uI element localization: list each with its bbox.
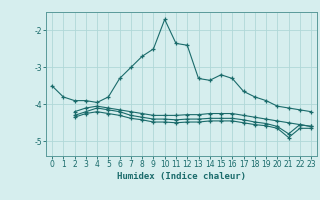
X-axis label: Humidex (Indice chaleur): Humidex (Indice chaleur) [117, 172, 246, 181]
